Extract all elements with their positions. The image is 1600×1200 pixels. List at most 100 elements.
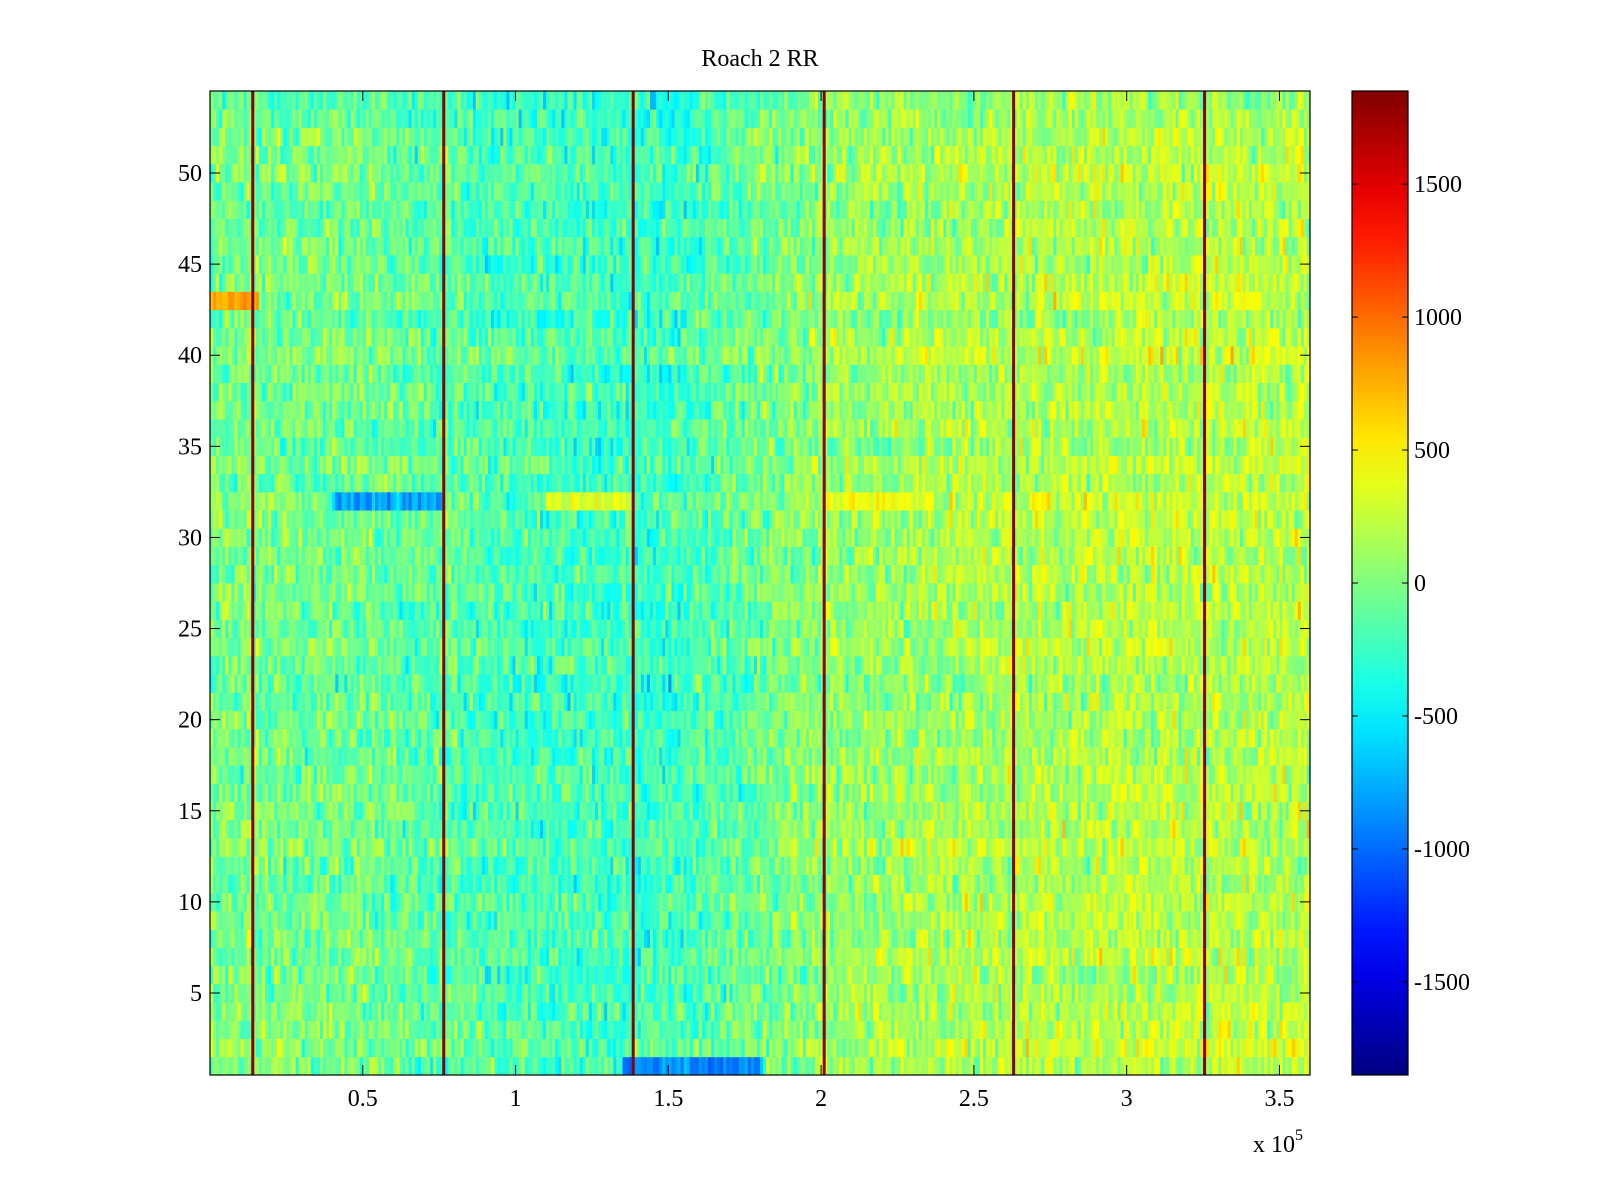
heatmap-cell — [1105, 965, 1109, 985]
heatmap-cell — [390, 947, 394, 967]
heatmap-cell — [515, 983, 520, 1003]
heatmap-cell — [659, 983, 663, 1003]
heatmap-cell — [1209, 1020, 1213, 1039]
heatmap-cell — [295, 1002, 300, 1021]
heatmap-cell — [1279, 929, 1283, 948]
heatmap-cell — [870, 1056, 874, 1076]
heatmap-cell — [650, 819, 654, 839]
heatmap-cell — [778, 947, 782, 967]
heatmap-cells — [210, 91, 1311, 1076]
heatmap-cell — [671, 892, 675, 912]
heatmap-cell — [1077, 1020, 1082, 1039]
heatmap-cell — [1187, 1038, 1192, 1058]
heatmap-cell — [656, 929, 660, 948]
heatmap-cell — [1129, 947, 1134, 967]
heatmap-cell — [980, 819, 984, 839]
heatmap-cell — [1270, 892, 1274, 912]
heatmap-cell — [824, 856, 828, 875]
heatmap-cell — [536, 1038, 541, 1058]
heatmap-cell — [335, 929, 339, 948]
heatmap-cell — [1120, 1002, 1125, 1021]
heatmap-cell — [860, 929, 865, 948]
heatmap-cell — [518, 929, 523, 948]
heatmap-cell — [897, 838, 901, 857]
heatmap-cell — [252, 1002, 257, 1021]
heatmap-cell — [995, 965, 999, 985]
heatmap-cell — [546, 856, 550, 875]
heatmap-cell — [1285, 1038, 1290, 1058]
heatmap-cell — [1236, 856, 1241, 875]
heatmap-cell — [671, 874, 675, 894]
heatmap-cell — [1166, 838, 1170, 857]
heatmap-cell — [503, 911, 507, 930]
heatmap-cell — [863, 983, 868, 1003]
heatmap-cell — [805, 965, 810, 985]
heatmap-cell — [1190, 1002, 1195, 1021]
heatmap-cell — [720, 892, 724, 912]
heatmap-cell — [405, 856, 410, 875]
heatmap-cell — [992, 911, 996, 930]
heatmap-cell — [741, 1056, 746, 1076]
heatmap-cell — [879, 856, 883, 875]
heatmap-cell — [833, 1038, 837, 1058]
heatmap-cell — [625, 1020, 630, 1039]
heatmap-cell — [1242, 929, 1247, 948]
heatmap-cell — [1004, 911, 1008, 930]
heatmap-cell — [860, 911, 865, 930]
heatmap-cell — [506, 983, 510, 1003]
heatmap-cell — [460, 838, 465, 857]
heatmap-cell — [448, 892, 452, 912]
heatmap-cell — [799, 947, 804, 967]
heatmap-cell — [839, 947, 843, 967]
heatmap-cell — [873, 965, 877, 985]
heatmap-cell — [225, 929, 229, 948]
heatmap-cell — [912, 947, 917, 967]
heatmap-cell — [735, 1056, 740, 1076]
heatmap-cell — [650, 838, 654, 857]
heatmap-cell — [634, 911, 639, 930]
heatmap-cell — [1019, 929, 1024, 948]
heatmap-cell — [686, 947, 691, 967]
heatmap-cell — [711, 1002, 715, 1021]
heatmap-cell — [1132, 856, 1137, 875]
heatmap-cell — [310, 911, 315, 930]
heatmap-cell — [222, 911, 226, 930]
heatmap-cell — [1059, 874, 1063, 894]
heatmap-cell — [567, 838, 571, 857]
heatmap-cell — [1285, 856, 1290, 875]
heatmap-cell — [906, 856, 911, 875]
heatmap-cell — [591, 911, 596, 930]
heatmap-cell — [891, 819, 895, 839]
heatmap-cell — [365, 1020, 370, 1039]
heatmap-cell — [310, 929, 315, 948]
heatmap-cell — [674, 819, 678, 839]
heatmap-cell — [1028, 911, 1033, 930]
heatmap-cell — [1276, 1038, 1280, 1058]
heatmap-cell — [546, 911, 550, 930]
heatmap-cell — [246, 819, 251, 839]
heatmap-cell — [613, 947, 617, 967]
heatmap-cell — [689, 892, 694, 912]
heatmap-cell — [805, 874, 810, 894]
heatmap-cell — [503, 929, 507, 948]
heatmap-cell — [225, 911, 229, 930]
heatmap-cell — [485, 947, 489, 967]
heatmap-cell — [323, 1002, 327, 1021]
heatmap-cell — [423, 1038, 428, 1058]
heatmap-cell — [866, 947, 871, 967]
heatmap-cell — [824, 947, 828, 967]
heatmap-cell — [1175, 1056, 1180, 1076]
heatmap-cell — [1114, 1020, 1118, 1039]
heatmap-cell — [1056, 1038, 1060, 1058]
heatmap-cell — [298, 947, 303, 967]
heatmap-cell — [827, 929, 831, 948]
heatmap-cell — [274, 947, 278, 967]
heatmap-cell — [546, 1020, 550, 1039]
heatmap-cell — [353, 965, 358, 985]
heatmap-cell — [558, 874, 562, 894]
heatmap-cell — [634, 929, 639, 948]
heatmap-cell — [784, 856, 788, 875]
heatmap-cell — [1111, 856, 1115, 875]
heatmap-cell — [766, 947, 770, 967]
heatmap-cell — [665, 947, 669, 967]
